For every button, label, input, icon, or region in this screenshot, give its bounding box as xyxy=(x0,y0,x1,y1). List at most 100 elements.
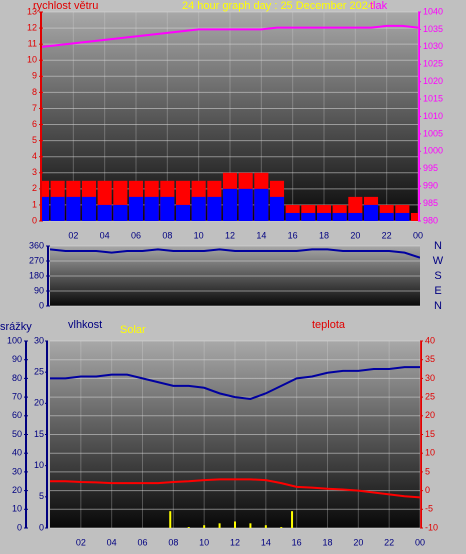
y3-tick-label: 15 xyxy=(34,429,44,439)
y-tick-label: 30 xyxy=(12,466,22,476)
bar xyxy=(42,196,50,221)
y2-tick-label: 15 xyxy=(425,429,435,439)
x-tick-label: 04 xyxy=(100,230,110,240)
y2-tick-label: 40 xyxy=(425,335,435,345)
y2-tick-label: 10 xyxy=(425,448,435,458)
bar xyxy=(234,521,236,528)
y-tick-label: 70 xyxy=(12,391,22,401)
chart-title: 24 hour graph day : 25 December 2024 xyxy=(182,0,374,12)
y-tick-label: 60 xyxy=(12,410,22,420)
y3-tick-label: 25 xyxy=(34,367,44,377)
y2-tick-label: 35 xyxy=(425,354,435,364)
y2-tick-label: 1040 xyxy=(423,6,443,16)
x-tick-label: 02 xyxy=(76,537,86,547)
bar xyxy=(160,196,175,221)
solar-label: Solar xyxy=(120,324,146,336)
x-tick-label: 12 xyxy=(225,230,235,240)
y-tick-label: 270 xyxy=(29,255,44,265)
bar xyxy=(410,212,418,221)
bar xyxy=(280,527,283,528)
y2-tick-label: 1005 xyxy=(423,128,443,138)
y-tick-label: 8 xyxy=(32,87,37,97)
bar xyxy=(264,525,267,528)
direction-label: S xyxy=(434,270,441,282)
y3-tick-label: 0 xyxy=(39,522,44,532)
y-tick-label: 7 xyxy=(32,103,37,113)
y-tick-label: 180 xyxy=(29,270,44,280)
bar xyxy=(218,523,221,528)
y-tick-label: 10 xyxy=(12,504,22,514)
x-tick-label: 08 xyxy=(168,537,178,547)
x-tick-label: 20 xyxy=(350,230,360,240)
line xyxy=(42,24,418,48)
series-layer xyxy=(50,366,420,528)
bar xyxy=(285,212,300,221)
bar xyxy=(316,212,332,221)
line xyxy=(50,478,420,499)
y-tick-label: 20 xyxy=(12,485,22,495)
bar xyxy=(66,196,81,221)
y-tick-label: 2 xyxy=(32,183,37,193)
y2-tick-label: 1015 xyxy=(423,93,443,103)
series-layer xyxy=(50,248,420,259)
bar xyxy=(128,196,144,221)
y2-tick-label: -5 xyxy=(425,504,433,514)
bar xyxy=(348,212,363,221)
bar xyxy=(238,188,253,221)
y-tick-label: 90 xyxy=(12,354,22,364)
x-tick-label: 06 xyxy=(137,537,147,547)
y-tick-label: 50 xyxy=(12,429,22,439)
y-tick-label: 100 xyxy=(7,335,22,345)
y-tick-label: 9 xyxy=(32,71,37,81)
y2-tick-label: 1000 xyxy=(423,146,443,156)
y3-tick-label: 20 xyxy=(34,398,44,408)
bar xyxy=(301,212,316,221)
y2-tick-label: 1010 xyxy=(423,111,443,121)
x-tick-label: 02 xyxy=(68,230,78,240)
y2-tick-label: -10 xyxy=(425,522,438,532)
series-layer xyxy=(42,24,418,221)
y2-tick-label: 1020 xyxy=(423,76,443,86)
y-tick-label: 3 xyxy=(32,167,37,177)
x-tick-label: 08 xyxy=(162,230,172,240)
x-tick-label: 10 xyxy=(199,537,209,547)
bar xyxy=(169,511,172,528)
temperature-label: teplota xyxy=(312,319,346,331)
direction-label: E xyxy=(434,285,441,297)
bar xyxy=(191,196,206,221)
direction-label: N xyxy=(434,240,442,252)
bar xyxy=(97,204,112,221)
y-tick-label: 6 xyxy=(32,119,37,129)
y2-tick-label: 1025 xyxy=(423,59,443,69)
bar xyxy=(207,196,222,221)
y2-tick-label: 980 xyxy=(423,215,438,225)
x-tick-label: 22 xyxy=(382,230,392,240)
direction-label: N xyxy=(434,300,442,312)
y2-tick-label: 1035 xyxy=(423,24,443,34)
y-tick-label: 11 xyxy=(28,39,37,49)
y-tick-label: 90 xyxy=(34,285,44,295)
bar xyxy=(332,212,347,221)
x-tick-label: 00 xyxy=(413,230,423,240)
y-tick-label: 0 xyxy=(39,300,44,310)
bar xyxy=(50,196,65,221)
line xyxy=(50,248,420,259)
bar xyxy=(395,212,410,221)
y-tick-label: 40 xyxy=(12,448,22,458)
line xyxy=(50,366,420,400)
y2-tick-label: 995 xyxy=(423,163,438,173)
bar xyxy=(379,212,394,221)
y2-tick-label: 25 xyxy=(425,391,435,401)
y-tick-label: 4 xyxy=(32,151,37,161)
x-tick-label: 14 xyxy=(256,230,266,240)
y-tick-label: 0 xyxy=(32,215,37,225)
x-tick-label: 16 xyxy=(292,537,302,547)
bar xyxy=(187,527,190,528)
plots: 0123456789101112139809859909951000100510… xyxy=(7,6,444,547)
x-tick-label: 04 xyxy=(107,537,117,547)
y2-tick-label: 5 xyxy=(425,466,430,476)
x-tick-label: 16 xyxy=(288,230,298,240)
y2-tick-label: 1030 xyxy=(423,41,443,51)
bar xyxy=(363,204,379,221)
